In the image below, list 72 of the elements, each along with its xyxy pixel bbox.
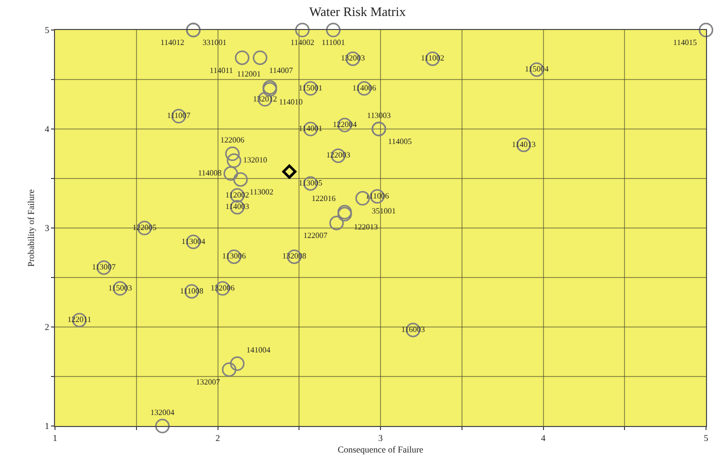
point [224, 166, 238, 181]
series-label: 122003 [326, 150, 350, 160]
series-label: 114006 [352, 83, 376, 92]
point [329, 216, 344, 230]
series-label: 132004 [150, 408, 174, 417]
point [252, 50, 268, 65]
y-tick-label: 3 [44, 223, 50, 234]
series-label: 113007 [92, 262, 116, 272]
series-label: 331001 [202, 38, 226, 48]
y-tick-label: 5 [44, 25, 50, 36]
y-axis-title: Probability of Failure [26, 189, 36, 267]
series-label: 113005 [298, 178, 322, 188]
point [155, 418, 170, 434]
series-label: 132007 [196, 378, 220, 387]
series-label: 114015 [673, 38, 697, 48]
series-label: 111008 [180, 286, 204, 296]
series-label: 132010 [243, 156, 268, 165]
series-label: 114012 [160, 38, 184, 48]
series-label: 114001 [298, 124, 322, 133]
series-label: 111007 [166, 111, 190, 120]
y-tick-label: 4 [44, 124, 50, 134]
series-label: 114002 [290, 38, 314, 48]
series-label: 141004 [246, 346, 270, 355]
x-tick-label: 5 [704, 432, 709, 443]
chart-title: Water Risk Matrix [309, 4, 406, 20]
series-label: 115001 [298, 83, 322, 92]
series-label: 122011 [68, 315, 92, 324]
series-label: 114007 [269, 66, 293, 75]
series-label: 132012 [252, 94, 277, 104]
point [233, 172, 248, 187]
point [226, 153, 242, 168]
series-label: 113004 [181, 236, 206, 246]
point [295, 22, 310, 38]
series-label: 114013 [512, 140, 536, 149]
y-tick-label: 1 [44, 421, 50, 432]
series-label: 132008 [282, 252, 306, 261]
series-label: 115004 [524, 64, 549, 74]
x-tick-label: 1 [52, 432, 58, 443]
series-label: 112001 [237, 69, 261, 78]
point [282, 164, 296, 179]
series-label: 132006 [210, 283, 235, 292]
series-label: 111002 [420, 54, 444, 63]
series-label: 114005 [388, 137, 412, 146]
series-label: 122006 [220, 136, 244, 145]
x-tick-label: 2 [216, 432, 220, 443]
series-label: 122016 [312, 194, 336, 204]
point [222, 362, 236, 377]
point [234, 50, 250, 65]
series-label: 122004 [332, 120, 357, 130]
series-label: 113003 [367, 110, 391, 120]
series-label: 114003 [225, 202, 250, 212]
x-tick-label: 4 [541, 432, 546, 443]
series-label: 114011 [210, 66, 234, 75]
series-label: 351001 [372, 206, 396, 216]
series-label: 114008 [198, 168, 222, 178]
series-label: 111001 [322, 38, 346, 48]
series-label: 132003 [340, 54, 365, 63]
x-tick-label: 3 [378, 432, 384, 443]
point [230, 356, 245, 371]
series-label: 115003 [108, 283, 132, 292]
point [225, 146, 240, 161]
y-tick-label: 2 [44, 322, 50, 332]
x-axis-title: Consequence of Failure [338, 444, 424, 455]
series-label: 114010 [278, 98, 303, 107]
series-label: 122013 [354, 222, 378, 232]
series-label: 113006 [222, 252, 246, 261]
series-label: 111006 [366, 191, 389, 200]
point [698, 22, 714, 38]
series-label: 116003 [401, 324, 425, 334]
point [326, 22, 341, 38]
series-label: 113002 [250, 188, 274, 197]
series-label: 122007 [303, 231, 328, 240]
